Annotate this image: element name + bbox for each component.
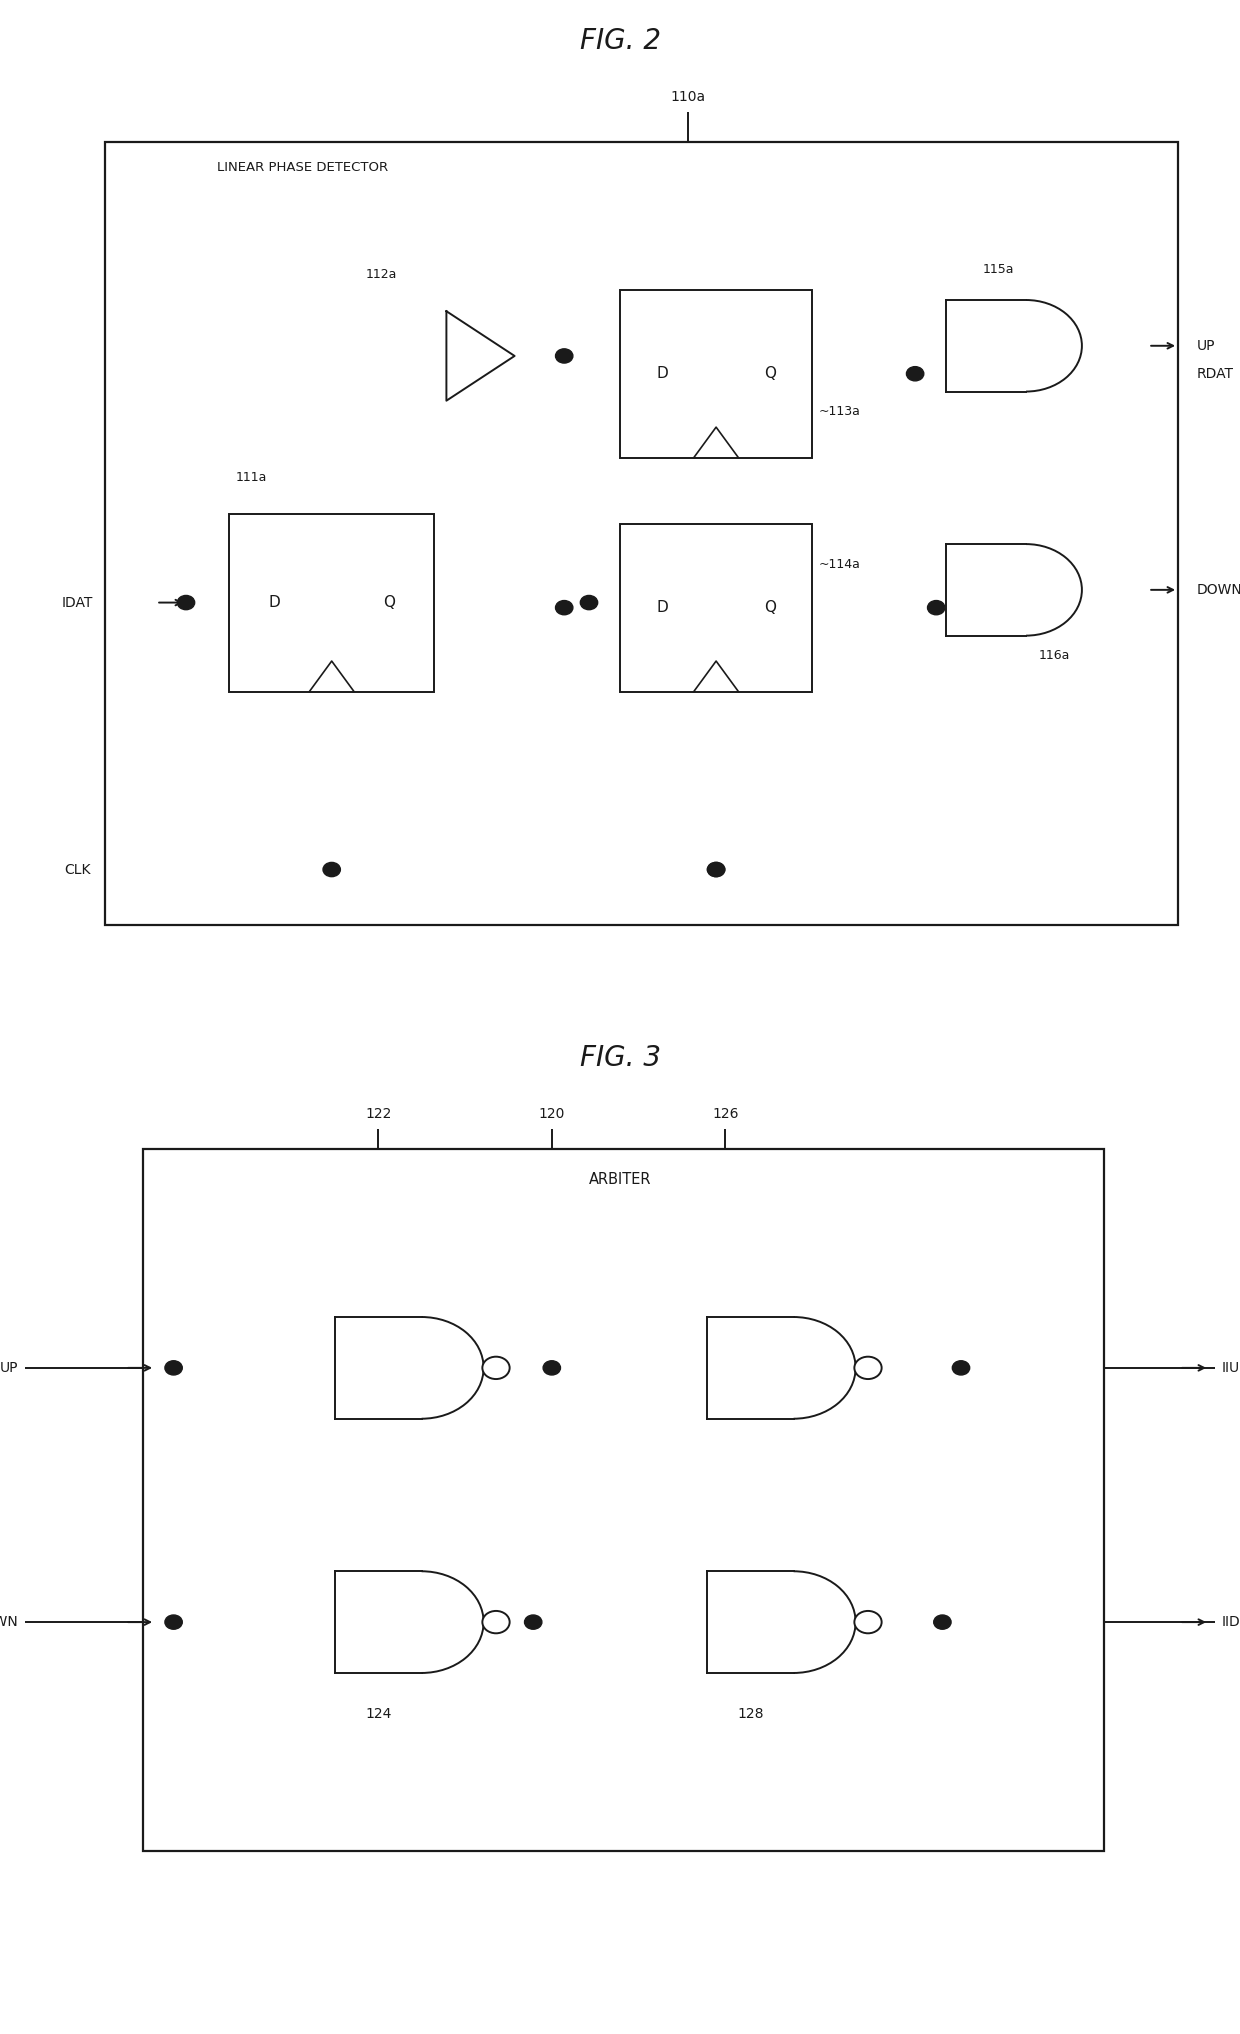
Circle shape xyxy=(854,1611,882,1633)
Circle shape xyxy=(928,600,945,614)
Circle shape xyxy=(707,862,724,877)
Circle shape xyxy=(165,1361,182,1375)
Text: 120: 120 xyxy=(538,1106,565,1121)
Bar xyxy=(620,523,812,692)
Text: CLK: CLK xyxy=(64,862,91,877)
Text: 112a: 112a xyxy=(366,268,397,281)
Text: D: D xyxy=(269,596,280,610)
Text: Q: Q xyxy=(764,600,776,614)
Text: 111a: 111a xyxy=(236,472,267,484)
Bar xyxy=(620,289,812,458)
Text: LINEAR PHASE DETECTOR: LINEAR PHASE DETECTOR xyxy=(217,161,388,175)
Bar xyxy=(143,1149,1104,1851)
Circle shape xyxy=(322,862,341,877)
Circle shape xyxy=(165,1615,182,1629)
Circle shape xyxy=(952,1361,970,1375)
Text: DOWN: DOWN xyxy=(0,1615,19,1629)
Bar xyxy=(105,142,1178,925)
Circle shape xyxy=(854,1357,882,1379)
Text: IIUP: IIUP xyxy=(1221,1361,1240,1375)
Text: UP: UP xyxy=(1197,340,1215,352)
Text: UP: UP xyxy=(0,1361,19,1375)
Text: Q: Q xyxy=(764,366,776,380)
Circle shape xyxy=(906,366,924,380)
Text: 128: 128 xyxy=(737,1707,764,1721)
Circle shape xyxy=(177,596,195,610)
Text: ARBITER: ARBITER xyxy=(589,1172,651,1188)
Text: 116a: 116a xyxy=(1038,649,1070,663)
Circle shape xyxy=(556,348,573,362)
Circle shape xyxy=(482,1611,510,1633)
Text: 126: 126 xyxy=(712,1106,739,1121)
Bar xyxy=(229,513,434,692)
Circle shape xyxy=(525,1615,542,1629)
Text: ~114a: ~114a xyxy=(818,557,861,572)
Text: Q: Q xyxy=(383,596,396,610)
Circle shape xyxy=(934,1615,951,1629)
Circle shape xyxy=(556,600,573,614)
Text: FIG. 2: FIG. 2 xyxy=(579,26,661,55)
Text: DOWN: DOWN xyxy=(1197,584,1240,596)
Circle shape xyxy=(482,1357,510,1379)
Text: 124: 124 xyxy=(365,1707,392,1721)
Text: IDAT: IDAT xyxy=(62,596,93,610)
Text: 110a: 110a xyxy=(671,89,706,104)
Text: D: D xyxy=(656,366,668,380)
Text: D: D xyxy=(656,600,668,614)
Text: 115a: 115a xyxy=(982,262,1014,277)
Text: RDAT: RDAT xyxy=(1197,366,1234,380)
Circle shape xyxy=(580,596,598,610)
Text: 122: 122 xyxy=(365,1106,392,1121)
Text: FIG. 3: FIG. 3 xyxy=(579,1043,661,1072)
Text: ~113a: ~113a xyxy=(818,405,861,419)
Circle shape xyxy=(707,862,724,877)
Circle shape xyxy=(543,1361,560,1375)
Text: IIDOWN: IIDOWN xyxy=(1221,1615,1240,1629)
